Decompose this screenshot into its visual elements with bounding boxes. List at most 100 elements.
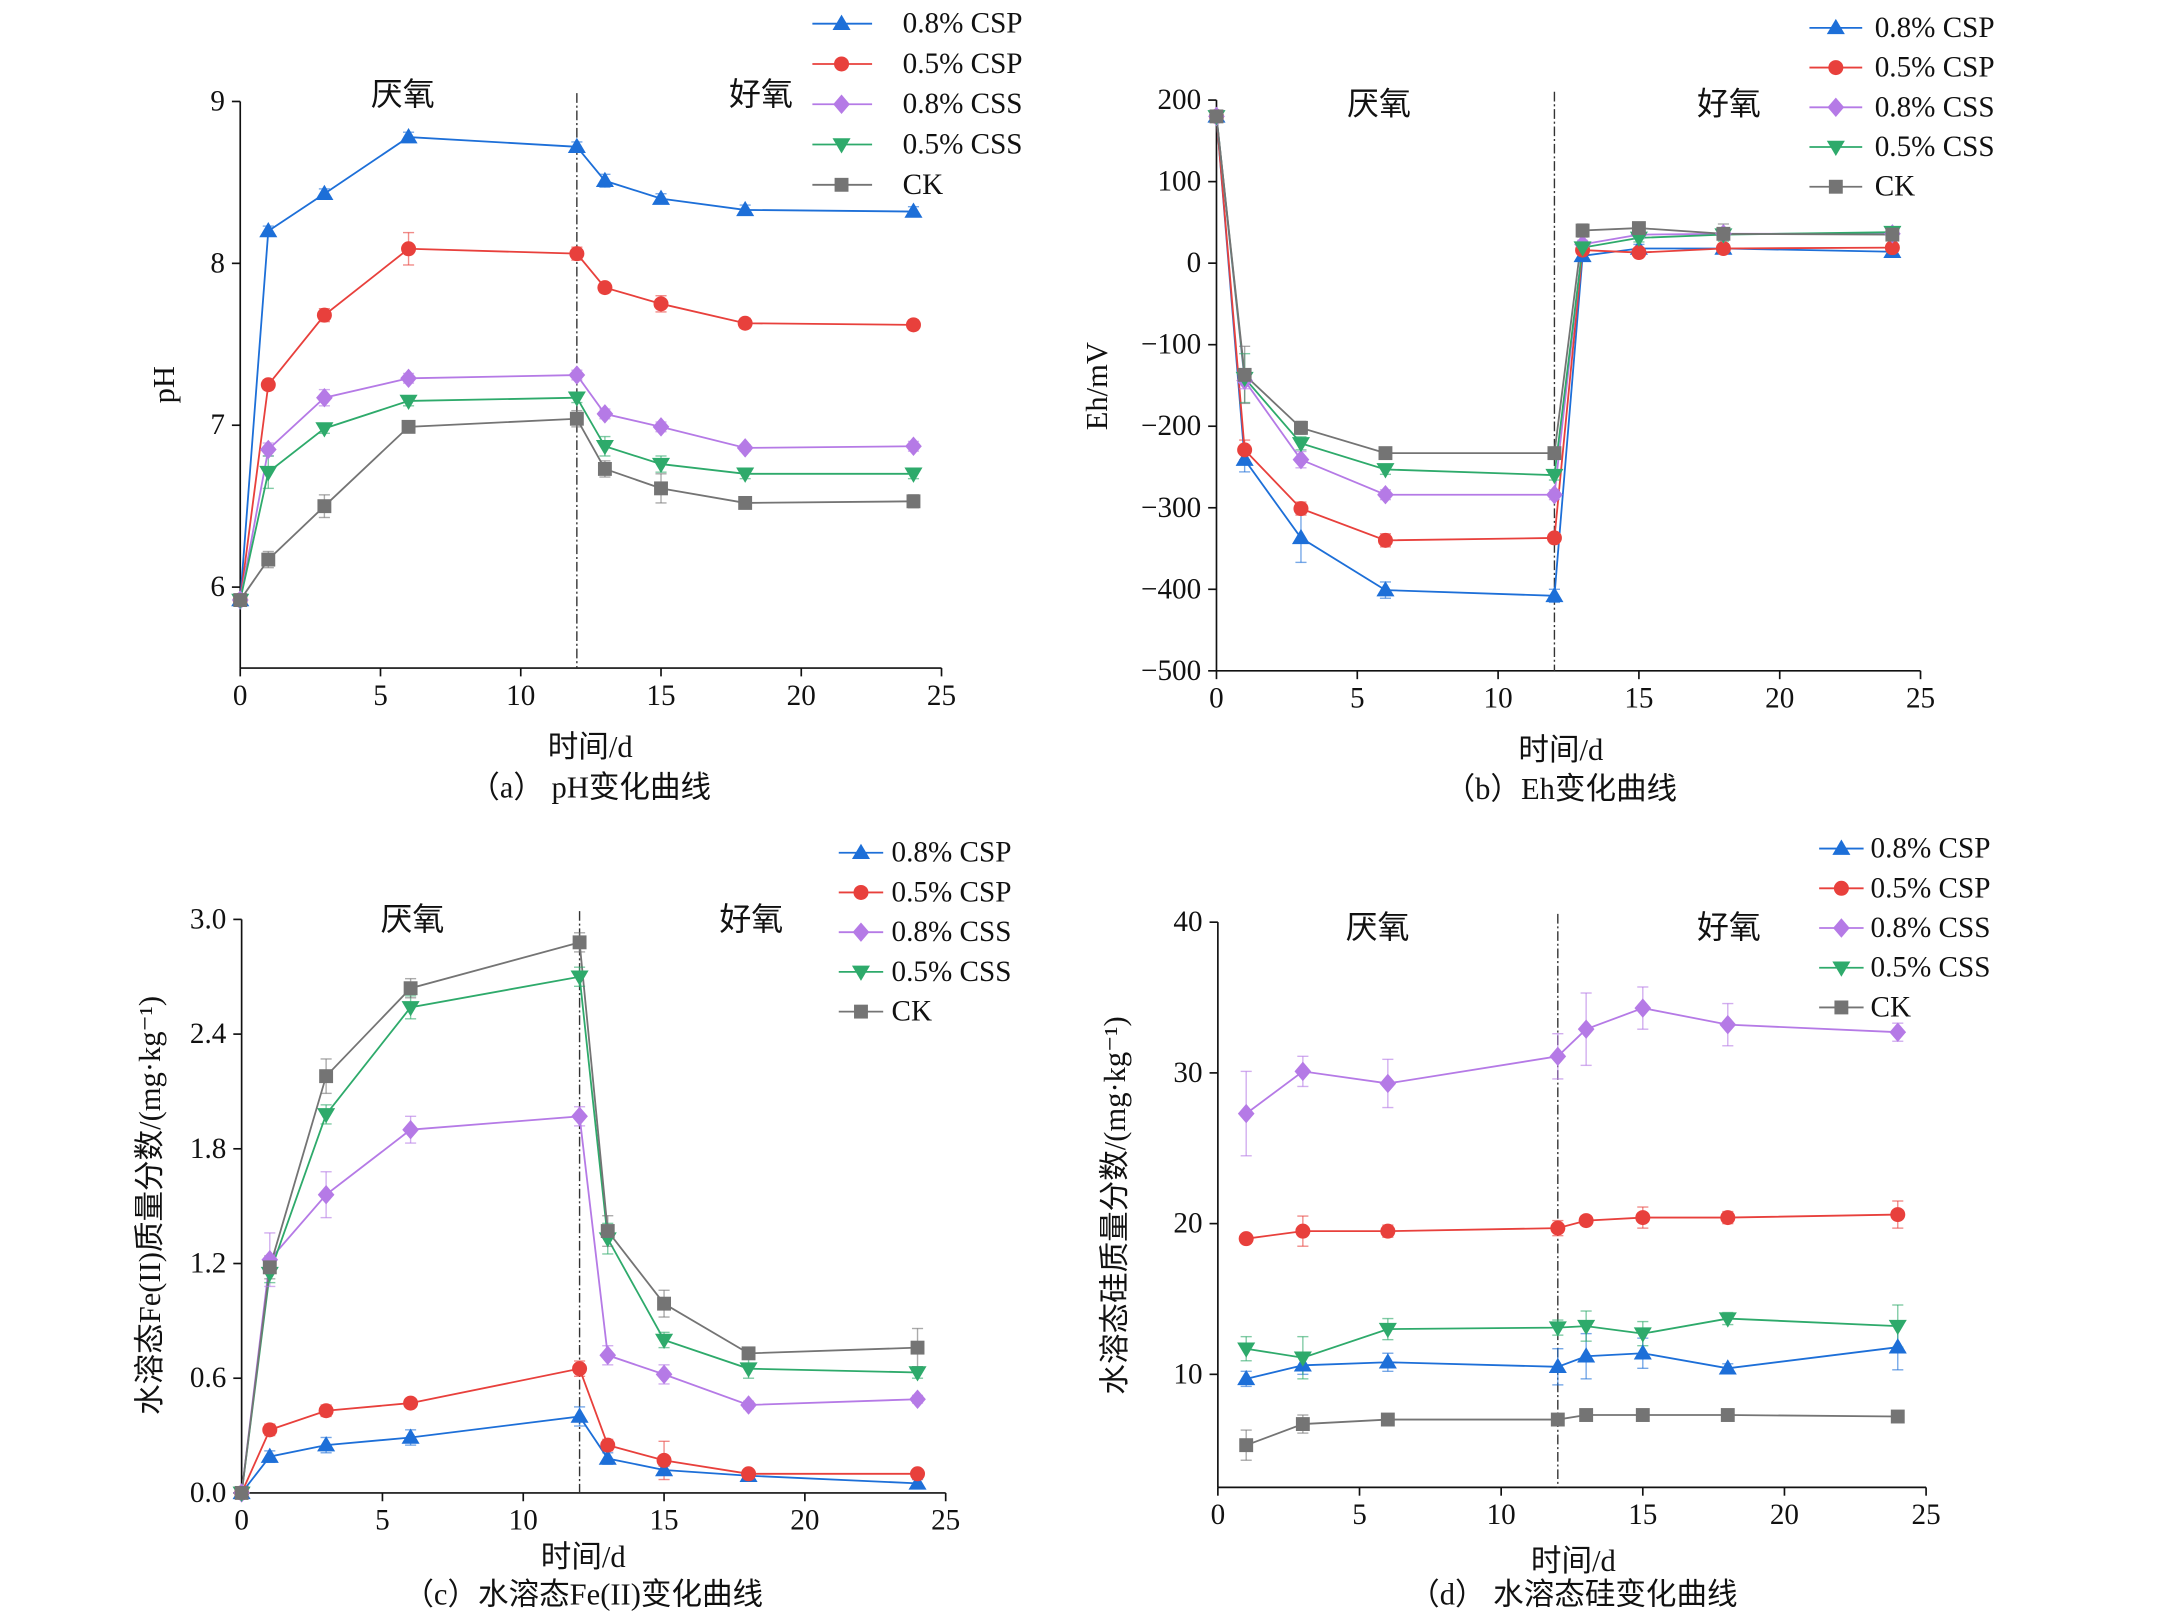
panel-d-y-tick-label: 10 [1173, 1358, 1202, 1390]
panel-d-data-point-0-5-css [1718, 1312, 1737, 1328]
panel-d-data-point-0-5-csp [1550, 1220, 1566, 1236]
panel-d-data-point-ck [1635, 1408, 1650, 1422]
panel-d-data-point-0-5-css [1888, 1319, 1907, 1336]
panel-b-y-axis-title: Eh/mV [1080, 342, 1114, 430]
panel-a-y-tick-label: 8 [210, 247, 225, 279]
panel-b-x-tick-label: 0 [1209, 683, 1224, 715]
panel-a-data-point-0-8-css [316, 387, 333, 408]
panel-b-y-tick-label: −100 [1141, 329, 1201, 361]
legend-marker-diamond-icon [1827, 97, 1845, 118]
panel-a-data-point-0-5-csp [905, 317, 921, 333]
legend-label: CK [1875, 171, 1916, 203]
panel-c-data-point-0-5-csp [572, 1361, 588, 1377]
panel-d-data-point-0-8-css [1719, 1014, 1737, 1035]
panel-d-data-point-ck [1239, 1438, 1254, 1453]
panel-a-legend-item-0-5-css: 0.5% CSS [812, 129, 1023, 161]
panel-a-data-point-0-8-csp [904, 202, 923, 218]
panel-a-data-point-0-8-css [568, 365, 586, 385]
panel-c-data-point-0-5-csp [910, 1466, 926, 1482]
panel-d-data-point-0-8-css [1294, 1061, 1312, 1082]
panel-d-data-point-0-5-csp [1720, 1210, 1736, 1226]
panel-c-data-point-0-5-csp [403, 1395, 419, 1411]
legend-label: 0.5% CSS [1871, 952, 1991, 984]
panel-c-data-point-0-8-csp [260, 1447, 279, 1463]
panel-b-y-tick-label: 200 [1157, 84, 1201, 116]
panel-d-series-line-0-5-csp [1246, 1213, 1898, 1240]
panel-c-data-point-ck [657, 1296, 672, 1311]
panel-d-data-point-0-8-csp [1718, 1359, 1737, 1375]
legend-marker-diamond-icon [1833, 918, 1850, 938]
panel-b-aerobic-label: 好氧 [1697, 87, 1761, 122]
panel-d-data-point-0-8-css [1379, 1073, 1397, 1094]
panel-c-data-point-0-5-csp [741, 1466, 757, 1482]
panel-c-data-point-ck [572, 935, 587, 950]
panel-b-data-point-0-5-csp [1293, 501, 1309, 517]
legend-label: 0.5% CSS [1875, 131, 1995, 163]
panel-c-x-tick-label: 10 [509, 1505, 538, 1537]
panel-d-series-line-ck [1245, 1414, 1898, 1447]
panel-d-data-point-ck [1380, 1412, 1395, 1427]
panel-b-data-point-0-5-csp [1546, 530, 1562, 546]
panel-b-x-tick-label: 10 [1484, 683, 1513, 715]
legend-label: 0.5% CSS [903, 129, 1023, 161]
panel-c-data-point-0-5-css [655, 1333, 674, 1350]
panel-a-y-axis-title: pH [147, 366, 181, 403]
legend-marker-diamond-icon [833, 94, 850, 114]
panel-a-data-point-0-5-css [904, 467, 923, 483]
panel-d-data-point-ck [1890, 1409, 1905, 1424]
panel-c-x-tick-label: 15 [649, 1505, 678, 1537]
panel-d-data-point-0-8-css [1889, 1022, 1907, 1042]
panel-a-data-point-0-8-css [596, 404, 614, 424]
panel-c-data-point-ck [403, 981, 418, 996]
panel-b-data-point-ck [1885, 227, 1900, 242]
panel-d-series-line-0-5-css [1246, 1317, 1898, 1359]
panel-a-data-point-0-8-csp [399, 128, 418, 144]
panel-c-data-point-0-5-css [739, 1362, 758, 1378]
panel-d-data-point-0-8-csp [1577, 1347, 1596, 1363]
panel-a-x-tick-label: 15 [646, 680, 675, 712]
panel-b-data-point-0-5-csp [1884, 240, 1900, 256]
panel-c-data-point-ck [262, 1260, 277, 1275]
panel-c-data-point-0-5-css [570, 970, 589, 986]
panel-d-x-tick-label: 20 [1770, 1499, 1799, 1531]
panel-b-data-point-0-8-csp [1291, 528, 1310, 545]
panel-b-data-point-0-5-csp [1377, 532, 1393, 548]
panel-c-data-point-0-5-csp [600, 1437, 616, 1453]
panel-a-legend-item-0-5-csp: 0.5% CSP [812, 48, 1023, 80]
legend-marker-triangle-down-icon [851, 965, 871, 981]
panel-b-legend-item-0-5-csp: 0.5% CSP [1809, 52, 1995, 84]
panel-c-data-point-0-5-csp [262, 1422, 278, 1438]
panel-b-data-point-0-8-csp [1545, 586, 1564, 603]
panel-b-legend: 0.8% CSP 0.5% CSP 0.8% CSS 0.5% CSS CK [1809, 12, 1995, 203]
chart-panel-c-fe-ii: 0 5 10 15 20 25 0.0 0.6 1.2 1.8 2.4 3.0 厌氧 好氧 0.8% CSP… [133, 837, 1011, 1612]
panel-d-data-point-0-5-csp [1295, 1223, 1311, 1239]
panel-c-legend-item-0-8-css: 0.8% CSS [838, 916, 1011, 948]
panel-d-legend-item-ck: CK [1819, 991, 1911, 1023]
panel-a-data-point-0-5-css [399, 394, 418, 410]
panel-b-data-point-ck [1237, 367, 1252, 382]
panel-c-x-tick-label: 25 [931, 1505, 960, 1537]
panel-c-y-tick-label: 3.0 [190, 903, 226, 935]
legend-marker-circle-icon [1833, 880, 1849, 896]
panel-d-data-point-0-5-css [1378, 1322, 1397, 1339]
panel-c-data-point-ck [600, 1224, 615, 1238]
panel-a-data-point-0-8-css [259, 439, 277, 460]
panel-d-y-tick-label: 20 [1173, 1208, 1202, 1240]
panel-c-data-point-0-8-csp [908, 1474, 927, 1490]
panel-b-data-point-ck [1378, 446, 1393, 461]
panel-a-legend-item-ck: CK [812, 169, 943, 201]
panel-a-data-point-0-5-css [567, 391, 586, 407]
panel-d-y-tick-label: 30 [1173, 1057, 1202, 1089]
panel-b-data-point-ck [1575, 223, 1590, 238]
panel-a-data-point-ck [654, 481, 668, 496]
legend-marker-square-icon [1828, 179, 1843, 194]
panel-a-data-point-0-5-css [736, 467, 755, 483]
legend-label: CK [903, 169, 944, 201]
panel-b-data-point-ck [1209, 109, 1224, 124]
panel-d-data-point-0-8-css [1237, 1103, 1255, 1124]
legend-label: 0.5% CSP [1875, 52, 1995, 84]
legend-label: 0.5% CSP [1871, 872, 1991, 904]
legend-label: 0.8% CSP [1871, 833, 1991, 865]
panel-b-legend-item-ck: CK [1809, 171, 1915, 203]
